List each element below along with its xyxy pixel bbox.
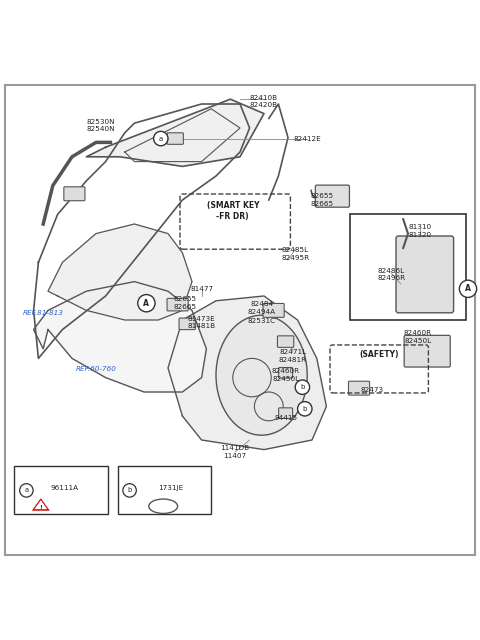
Text: a: a	[159, 136, 163, 141]
Text: 82486L
82496R: 82486L 82496R	[377, 268, 405, 281]
Text: a: a	[24, 488, 28, 493]
Text: 82410B
82420B: 82410B 82420B	[250, 95, 278, 108]
Polygon shape	[34, 499, 48, 509]
Text: 81477: 81477	[190, 286, 213, 292]
FancyBboxPatch shape	[14, 467, 108, 515]
Text: 82530N
82540N: 82530N 82540N	[86, 119, 115, 132]
Ellipse shape	[149, 499, 178, 513]
Circle shape	[295, 380, 310, 394]
FancyBboxPatch shape	[277, 336, 294, 348]
FancyBboxPatch shape	[263, 303, 284, 317]
Text: A: A	[144, 299, 149, 308]
Circle shape	[138, 294, 155, 312]
Polygon shape	[86, 99, 264, 166]
Text: A: A	[465, 284, 471, 293]
Text: 1141DB
11407: 1141DB 11407	[221, 445, 250, 459]
Text: b: b	[300, 384, 305, 390]
Circle shape	[20, 484, 33, 497]
FancyBboxPatch shape	[348, 381, 370, 395]
FancyBboxPatch shape	[167, 298, 188, 311]
Text: 82484
82494A: 82484 82494A	[248, 301, 276, 315]
FancyBboxPatch shape	[396, 236, 454, 313]
FancyBboxPatch shape	[278, 367, 293, 378]
FancyBboxPatch shape	[404, 335, 450, 367]
Circle shape	[459, 280, 477, 298]
Text: b: b	[128, 488, 132, 493]
Circle shape	[298, 402, 312, 416]
FancyBboxPatch shape	[118, 467, 211, 515]
Text: 82655
82665: 82655 82665	[310, 193, 333, 207]
FancyBboxPatch shape	[64, 187, 85, 201]
Text: 82531C: 82531C	[248, 318, 276, 324]
Text: 96111A: 96111A	[51, 486, 79, 492]
Circle shape	[154, 131, 168, 146]
Ellipse shape	[216, 315, 307, 435]
Text: (SMART KEY
-FR DR): (SMART KEY -FR DR)	[206, 201, 259, 221]
Text: 82485L
82495R: 82485L 82495R	[281, 247, 309, 260]
Text: (SAFETY): (SAFETY)	[360, 349, 399, 359]
Text: 82655
82665: 82655 82665	[173, 296, 196, 310]
Text: 81310
81320: 81310 81320	[408, 225, 432, 238]
Text: 1731JE: 1731JE	[158, 486, 183, 492]
Polygon shape	[48, 224, 192, 320]
Text: REF.60-760: REF.60-760	[75, 366, 117, 372]
Text: 82473: 82473	[360, 387, 384, 392]
Polygon shape	[34, 282, 206, 392]
FancyBboxPatch shape	[167, 133, 183, 144]
Text: 81473E
81481B: 81473E 81481B	[188, 316, 216, 329]
Text: !: !	[39, 505, 42, 509]
FancyBboxPatch shape	[179, 318, 195, 330]
Text: 82460R
82450L: 82460R 82450L	[272, 369, 300, 382]
Polygon shape	[168, 296, 326, 449]
Text: b: b	[302, 406, 307, 412]
FancyBboxPatch shape	[315, 185, 349, 207]
Polygon shape	[31, 498, 50, 511]
Text: REF.81-813: REF.81-813	[23, 310, 64, 316]
Text: 82471L
82481R: 82471L 82481R	[279, 349, 307, 363]
Text: 82412E: 82412E	[293, 136, 321, 141]
FancyBboxPatch shape	[278, 408, 293, 419]
Text: 94415: 94415	[274, 415, 297, 421]
Circle shape	[123, 484, 136, 497]
Text: 82460R
82450L: 82460R 82450L	[404, 330, 432, 344]
